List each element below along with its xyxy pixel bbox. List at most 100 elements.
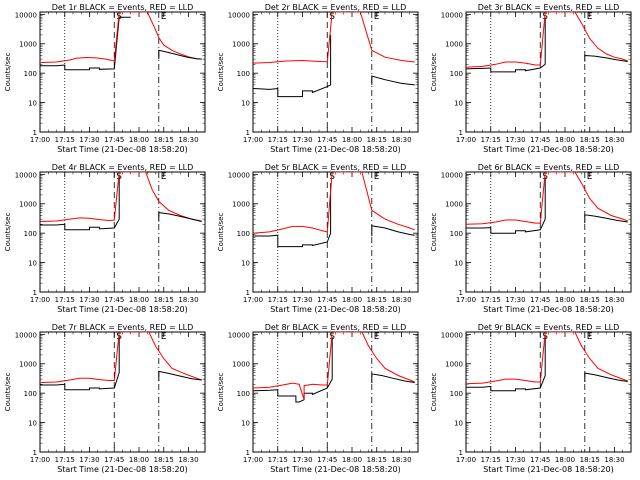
x-tick-label: 18:00 — [342, 456, 362, 464]
x-tick-label: 17:15 — [268, 136, 288, 144]
events-series-line — [466, 177, 546, 234]
events-series-line — [584, 372, 628, 382]
x-axis-label: Start Time (21-Dec-08 18:58:20) — [270, 145, 401, 154]
detector-panel: Det 7r BLACK = Events, RED = LLD 1 10 100 10… — [4, 323, 206, 474]
events-series-line — [158, 212, 202, 222]
events-series-line — [371, 75, 415, 86]
events-series-line — [253, 337, 333, 403]
x-tick-label: 18:15 — [367, 136, 387, 144]
x-tick-label: 17:00 — [243, 296, 263, 304]
x-tick-label: 17:00 — [456, 296, 476, 304]
y-axis-label: Counts/sec — [430, 373, 438, 412]
y-tick-label: 1 — [246, 289, 250, 297]
x-tick-label: 17:30 — [505, 456, 525, 464]
y-tick-label: 10000 — [15, 331, 37, 339]
panel-title: Det 1r BLACK = Events, RED = LLD — [52, 3, 194, 12]
x-tick-label: 18:30 — [178, 136, 198, 144]
y-axis-label: Counts/sec — [4, 213, 12, 252]
y-tick-label: 10000 — [15, 11, 37, 19]
y-tick-label: 1 — [459, 289, 463, 297]
start-marker: S — [542, 12, 548, 22]
x-tick-label: 18:00 — [342, 296, 362, 304]
end-marker: E — [161, 172, 167, 182]
x-tick-label: 17:15 — [55, 296, 75, 304]
x-tick-label: 18:30 — [178, 456, 198, 464]
x-tick-label: 17:45 — [317, 296, 337, 304]
y-tick-label: 1000 — [19, 361, 37, 369]
y-tick-label: 10000 — [228, 331, 250, 339]
y-axis-label: Counts/sec — [217, 373, 225, 412]
y-tick-label: 10 — [454, 100, 463, 108]
x-tick-label: 17:15 — [268, 296, 288, 304]
x-tick-label: 18:00 — [129, 456, 149, 464]
lld-series-line — [253, 172, 415, 234]
x-tick-label: 18:15 — [154, 456, 174, 464]
y-tick-label: 10 — [454, 420, 463, 428]
x-tick-label: 17:00 — [456, 136, 476, 144]
x-axis-label: Start Time (21-Dec-08 18:58:20) — [483, 305, 614, 314]
y-tick-label: 10 — [241, 100, 250, 108]
end-marker: E — [161, 332, 167, 342]
x-tick-label: 17:45 — [104, 456, 124, 464]
y-axis-label: Counts/sec — [4, 373, 12, 412]
x-tick-label: 17:30 — [292, 296, 312, 304]
lld-series-line — [40, 12, 202, 63]
detector-panel: Det 8r BLACK = Events, RED = LLD 1 10 100 10… — [217, 323, 419, 474]
x-tick-label: 17:15 — [268, 456, 288, 464]
x-tick-label: 17:00 — [30, 456, 50, 464]
y-axis-label: Counts/sec — [217, 53, 225, 92]
x-tick-label: 17:00 — [243, 136, 263, 144]
events-series-line — [466, 17, 546, 73]
x-tick-label: 17:00 — [30, 296, 50, 304]
y-axis-label: Counts/sec — [217, 213, 225, 252]
lld-series-line — [466, 172, 628, 225]
panel-title: Det 7r BLACK = Events, RED = LLD — [52, 323, 194, 332]
x-tick-label: 17:30 — [292, 456, 312, 464]
y-tick-label: 10000 — [441, 331, 463, 339]
y-tick-label: 1 — [33, 129, 37, 137]
x-tick-label: 17:00 — [456, 456, 476, 464]
y-tick-label: 10000 — [228, 11, 250, 19]
x-tick-label: 18:30 — [604, 136, 624, 144]
x-tick-label: 17:30 — [79, 456, 99, 464]
y-tick-label: 1000 — [445, 41, 463, 49]
x-tick-label: 17:45 — [530, 296, 550, 304]
x-tick-label: 17:45 — [317, 456, 337, 464]
x-tick-label: 17:15 — [481, 456, 501, 464]
x-axis-label: Start Time (21-Dec-08 18:58:20) — [483, 145, 614, 154]
y-tick-label: 10000 — [228, 171, 250, 179]
y-tick-label: 10 — [454, 260, 463, 268]
x-tick-label: 17:00 — [243, 456, 263, 464]
x-axis-label: Start Time (21-Dec-08 18:58:20) — [57, 145, 188, 154]
detector-panel: Det 3r BLACK = Events, RED = LLD 1 10 100 10… — [430, 3, 632, 154]
x-tick-label: 18:15 — [367, 456, 387, 464]
end-marker: E — [587, 332, 593, 342]
y-axis-label: Counts/sec — [430, 53, 438, 92]
y-tick-label: 1000 — [445, 361, 463, 369]
y-tick-label: 100 — [237, 230, 250, 238]
y-axis-label: Counts/sec — [4, 53, 12, 92]
x-tick-label: 18:15 — [154, 296, 174, 304]
lld-series-line — [40, 172, 202, 222]
x-tick-label: 18:15 — [580, 296, 600, 304]
y-tick-label: 1 — [459, 449, 463, 457]
end-marker: E — [374, 172, 380, 182]
lld-series-line — [253, 12, 415, 64]
x-axis-label: Start Time (21-Dec-08 18:58:20) — [483, 465, 614, 474]
events-series-line — [40, 175, 120, 231]
detector-panel: Det 5r BLACK = Events, RED = LLD 1 10 100 10… — [217, 163, 419, 314]
events-series-line — [371, 225, 415, 236]
x-tick-label: 17:30 — [505, 296, 525, 304]
y-tick-label: 1 — [33, 289, 37, 297]
x-tick-label: 17:15 — [55, 136, 75, 144]
y-tick-label: 10 — [28, 100, 37, 108]
x-axis-label: Start Time (21-Dec-08 18:58:20) — [57, 305, 188, 314]
x-tick-label: 18:15 — [580, 456, 600, 464]
detector-panel: Det 1r BLACK = Events, RED = LLD 1 10 100 10… — [4, 3, 206, 154]
y-tick-label: 100 — [24, 70, 37, 78]
x-tick-label: 18:00 — [555, 296, 575, 304]
y-tick-label: 10 — [241, 260, 250, 268]
panel-title: Det 3r BLACK = Events, RED = LLD — [478, 3, 620, 12]
events-series-line — [158, 370, 202, 381]
y-tick-label: 1000 — [232, 361, 250, 369]
